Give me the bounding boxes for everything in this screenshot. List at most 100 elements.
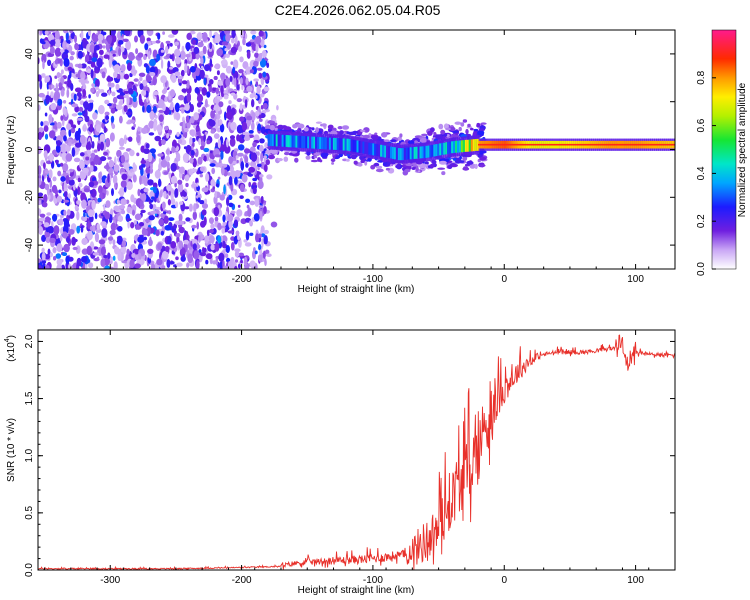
noise-cell — [58, 82, 62, 88]
noise-cell — [52, 247, 57, 254]
noise-cell — [241, 174, 248, 183]
noise-cell — [111, 188, 114, 197]
noise-cell — [70, 31, 76, 40]
signal-core — [330, 137, 334, 150]
noise-cell — [68, 128, 72, 137]
noise-cell — [83, 212, 86, 218]
signal-core — [360, 141, 364, 154]
noise-cell — [110, 115, 115, 123]
noise-cell — [259, 210, 263, 220]
noise-cell — [63, 209, 67, 216]
noise-cell — [263, 109, 271, 113]
signal-cell — [346, 131, 351, 134]
noise-cell — [161, 265, 166, 269]
noise-cell — [245, 162, 249, 168]
noise-cell — [148, 120, 155, 129]
noise-cell — [175, 233, 181, 238]
noise-cell — [128, 136, 133, 142]
noise-cell — [250, 146, 256, 152]
noise-cell — [67, 193, 71, 199]
colorbar-gradient — [711, 29, 737, 270]
signal-core — [399, 148, 403, 161]
noise-cell — [177, 182, 184, 193]
noise-cell — [145, 65, 150, 74]
noise-cell — [204, 131, 208, 135]
noise-cell — [173, 223, 178, 230]
noise-cell — [54, 75, 58, 79]
noise-cell — [106, 76, 114, 82]
signal-peak — [669, 143, 673, 146]
noise-cell — [80, 225, 84, 233]
noise-cell — [190, 149, 195, 156]
noise-cell — [189, 104, 194, 113]
noise-cell — [80, 63, 87, 69]
noise-cell — [198, 63, 202, 67]
noise-cell — [181, 88, 187, 93]
noise-cell — [80, 77, 85, 86]
noise-cell — [197, 156, 203, 165]
spectrogram-y-ticks: -40 -20 0 20 40 — [24, 48, 675, 252]
noise-cell — [160, 159, 168, 168]
noise-cell — [96, 256, 100, 260]
signal-cell — [320, 152, 329, 158]
noise-cell — [134, 263, 141, 269]
signal-cell — [478, 128, 485, 132]
noise-cell — [243, 95, 246, 100]
noise-cell — [252, 182, 257, 186]
noise-cell — [68, 229, 75, 235]
noise-cell — [215, 107, 219, 115]
snr-y-axis-label: SNR (10 * v/v) — [6, 418, 17, 482]
noise-cell — [195, 39, 198, 46]
noise-cell — [243, 148, 251, 154]
signal-cell — [338, 153, 343, 158]
noise-cell — [127, 220, 130, 229]
noise-cell — [158, 218, 164, 226]
noise-cell — [178, 226, 185, 234]
signal-core — [405, 147, 409, 160]
noise-cell — [234, 250, 240, 258]
noise-cell — [219, 123, 225, 133]
signal-cell — [433, 132, 437, 136]
signal-cell — [404, 168, 411, 173]
noise-cell — [152, 203, 157, 212]
noise-cell — [105, 137, 111, 148]
signal-peak — [588, 143, 592, 146]
noise-cell — [203, 74, 209, 78]
noise-cell — [209, 30, 213, 38]
noise-cell — [209, 150, 213, 154]
noise-cell — [263, 229, 269, 235]
signal-peak — [590, 143, 594, 146]
noise-cell — [77, 112, 83, 116]
noise-cell — [53, 225, 60, 235]
noise-cell — [121, 260, 128, 264]
noise-cell — [178, 240, 184, 250]
signal-cell — [476, 122, 481, 128]
x-tick-label: 100 — [627, 274, 644, 285]
noise-cell — [88, 99, 94, 103]
noise-cell — [115, 104, 123, 111]
noise-cell — [220, 166, 225, 176]
noise-cell — [49, 152, 54, 162]
noise-cell — [213, 133, 220, 140]
signal-cell — [474, 163, 478, 170]
noise-cell — [132, 84, 136, 91]
noise-cell — [239, 195, 244, 200]
noise-cell — [48, 169, 53, 179]
noise-cell — [56, 72, 61, 79]
x-tick-label: -300 — [100, 575, 120, 586]
colorbar-tick-label: 0.6 — [696, 118, 707, 132]
noise-cell — [247, 207, 252, 218]
signal-cell — [467, 123, 471, 128]
noise-cell — [59, 214, 64, 219]
snr-y-ticks: 0.0 0.5 1.0 1.5 2.0 — [24, 334, 675, 577]
signal-cell — [470, 127, 474, 131]
signal-core — [390, 146, 393, 159]
signal-cell — [430, 127, 435, 133]
signal-core — [378, 144, 382, 157]
noise-cell — [163, 87, 168, 93]
noise-cell — [80, 30, 84, 41]
noise-cell — [200, 40, 204, 45]
noise-cell — [149, 66, 156, 73]
signal-core — [273, 134, 277, 147]
